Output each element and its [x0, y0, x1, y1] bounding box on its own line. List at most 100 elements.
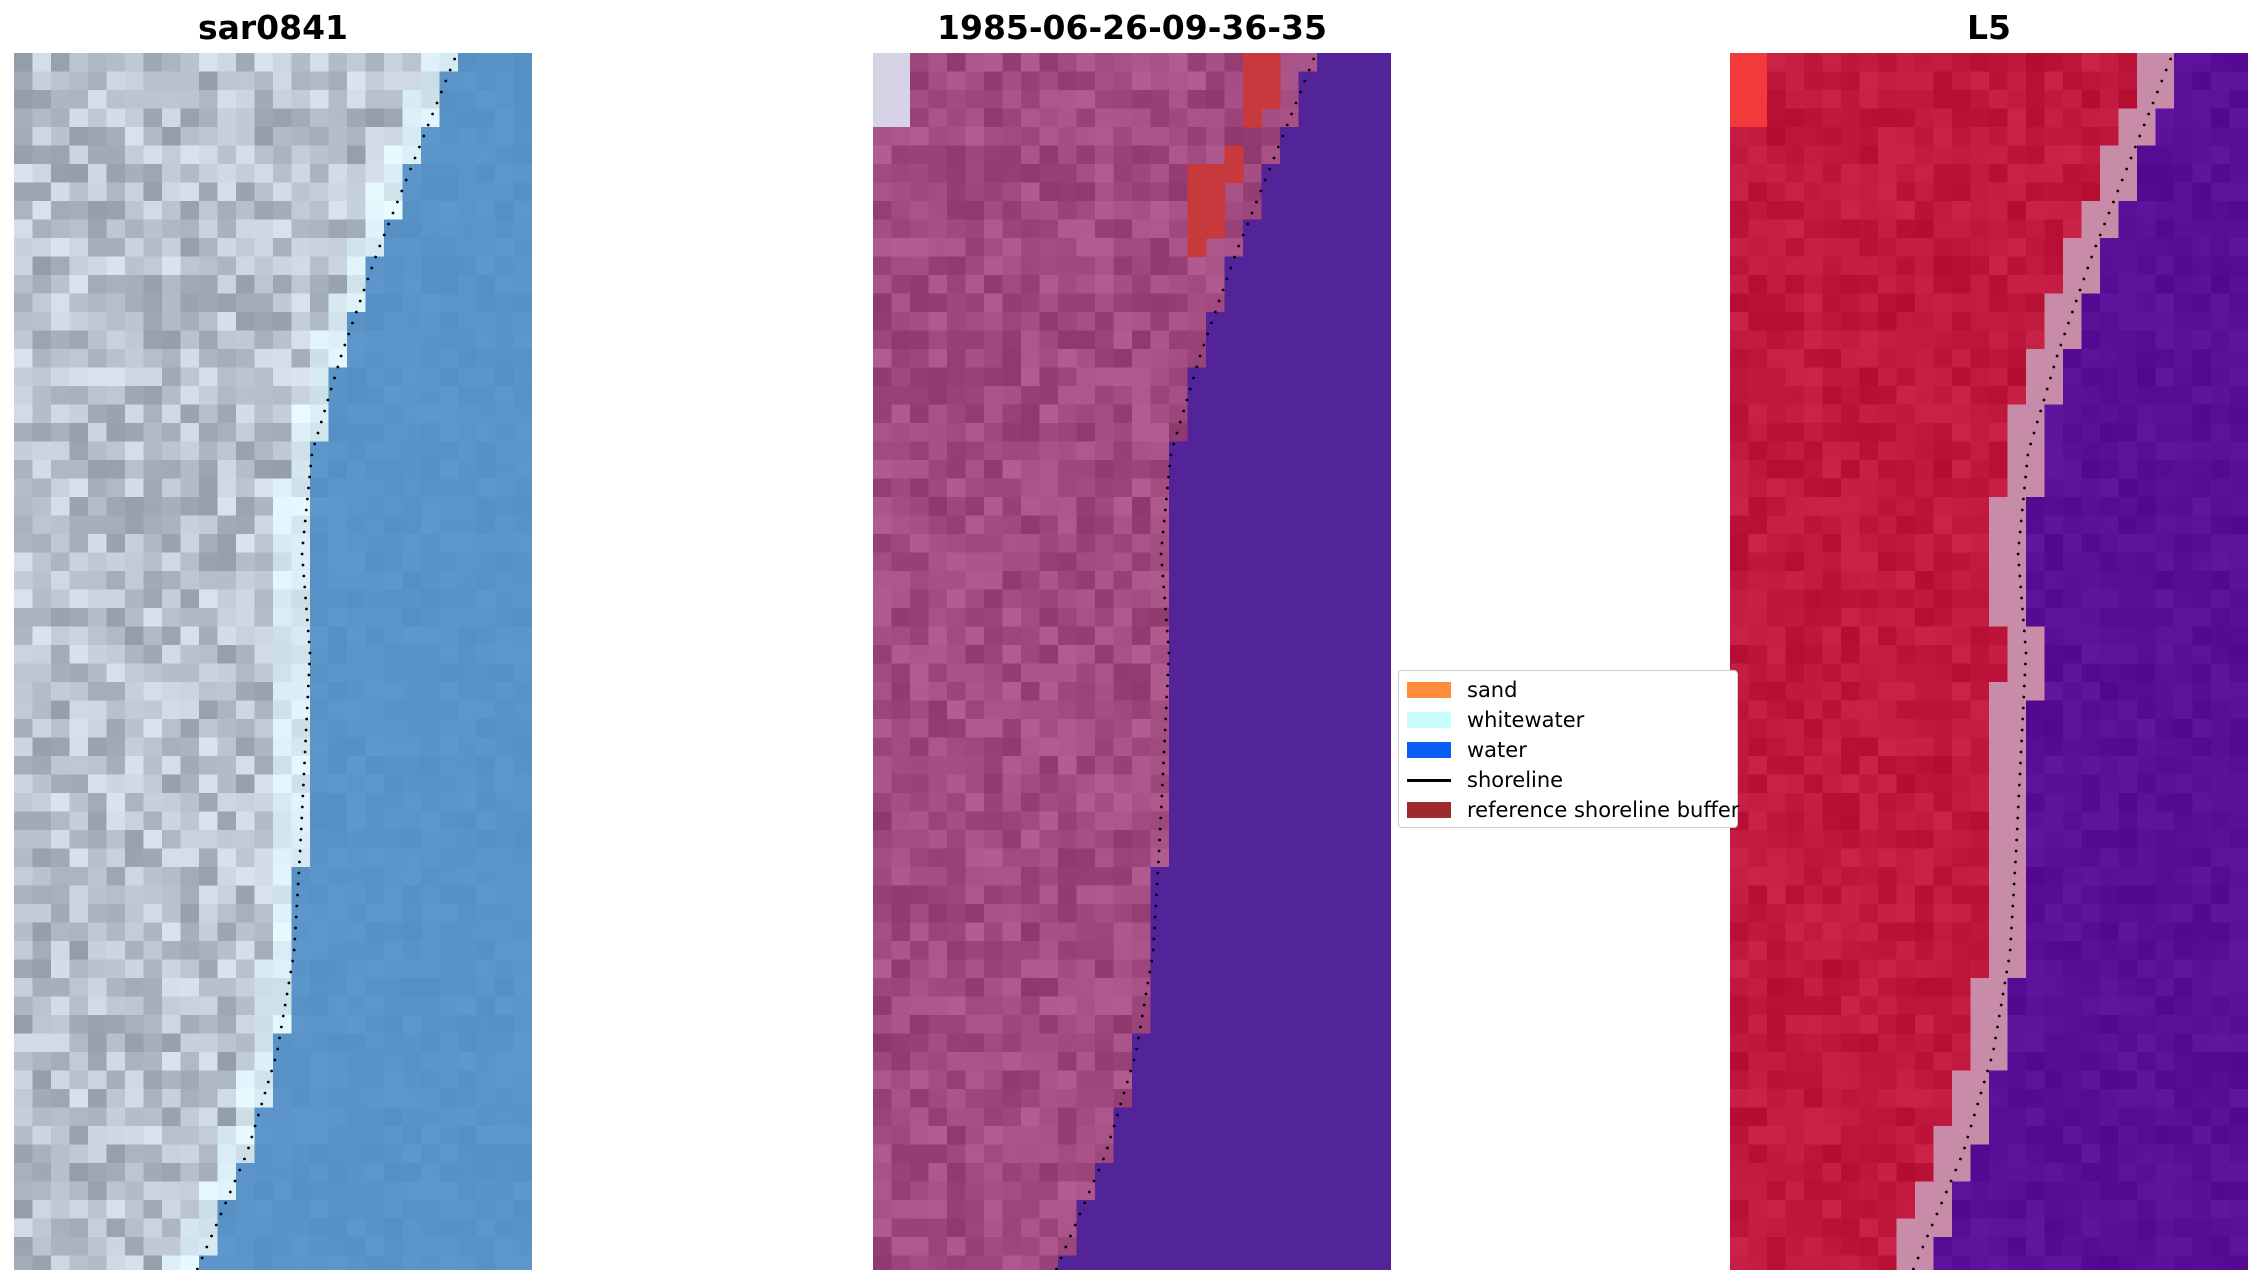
water-pixel [1150, 1089, 1170, 1109]
land-pixel [1841, 312, 1861, 332]
water-pixel [439, 904, 459, 924]
water-pixel [402, 404, 422, 424]
land-pixel [14, 811, 34, 831]
water-pixel [1280, 737, 1300, 757]
water-pixel [1335, 1126, 1355, 1146]
water-pixel [1317, 238, 1337, 258]
whitewater-pixel [236, 1107, 256, 1127]
land-pixel [1095, 719, 1115, 739]
land-pixel [1058, 571, 1078, 591]
water-pixel [495, 367, 515, 387]
water-pixel [2044, 478, 2064, 498]
water-pixel [1298, 404, 1318, 424]
land-pixel [88, 330, 108, 350]
water-pixel [1261, 867, 1281, 887]
land-pixel [51, 404, 71, 424]
land-pixel [1058, 941, 1078, 961]
land-pixel [14, 534, 34, 554]
water-pixel [365, 367, 385, 387]
land-pixel [2044, 127, 2064, 147]
whitewater-pixel [273, 941, 293, 961]
land-pixel [1730, 589, 1750, 609]
land-pixel [2063, 201, 2083, 221]
water-pixel [495, 1200, 515, 1220]
land-pixel [180, 515, 200, 535]
land-pixel [1748, 330, 1768, 350]
water-pixel [2229, 275, 2248, 295]
land-pixel [328, 90, 348, 110]
land-pixel [984, 867, 1004, 887]
land-pixel [180, 848, 200, 868]
land-pixel [873, 922, 893, 942]
water-pixel [476, 608, 496, 628]
land-pixel [1058, 1218, 1078, 1238]
land-pixel [965, 164, 985, 184]
land-pixel [32, 663, 52, 683]
land-pixel [1970, 349, 1990, 369]
water-pixel [2118, 534, 2138, 554]
land-pixel [1021, 256, 1041, 276]
shoreline-point [1182, 409, 1185, 413]
land-pixel [106, 164, 126, 184]
water-pixel [254, 1200, 274, 1220]
land-pixel [402, 53, 422, 73]
land-pixel [217, 127, 237, 147]
land-pixel [1095, 256, 1115, 276]
water-pixel [310, 626, 330, 646]
land-pixel [162, 848, 182, 868]
land-pixel [1021, 867, 1041, 887]
land-pixel [891, 441, 911, 461]
land-pixel [1989, 127, 2009, 147]
land-pixel [1002, 478, 1022, 498]
land-pixel [984, 256, 1004, 276]
water-pixel [458, 922, 478, 942]
land-pixel [310, 201, 330, 221]
land-pixel [32, 71, 52, 91]
land-pixel [162, 830, 182, 850]
water-pixel [1150, 1126, 1170, 1146]
land-pixel [984, 441, 1004, 461]
land-pixel [180, 182, 200, 202]
whitewater-pixel [273, 571, 293, 591]
land-pixel [891, 1144, 911, 1164]
land-pixel [32, 1033, 52, 1053]
land-pixel [1021, 201, 1041, 221]
water-pixel [1150, 1237, 1170, 1257]
land-pixel [1150, 386, 1170, 406]
water-pixel [2063, 423, 2083, 443]
whitewater-pixel [421, 90, 441, 110]
land-pixel [14, 127, 34, 147]
water-pixel [476, 904, 496, 924]
water-pixel [2229, 608, 2248, 628]
land-pixel [143, 626, 163, 646]
water-pixel [2155, 589, 2175, 609]
land-pixel [1785, 349, 1805, 369]
water-pixel [1335, 1144, 1355, 1164]
land-pixel [125, 53, 145, 73]
land-pixel [1767, 367, 1787, 387]
land-pixel [910, 1181, 930, 1201]
land-pixel [965, 922, 985, 942]
whitewater-pixel [199, 1218, 219, 1238]
water-pixel [310, 1107, 330, 1127]
land-pixel [180, 793, 200, 813]
water-pixel [2192, 201, 2212, 221]
water-pixel [1169, 460, 1189, 480]
land-pixel [1915, 478, 1935, 498]
transition-pixel [2100, 145, 2120, 165]
land-pixel [1952, 663, 1972, 683]
water-pixel [1354, 71, 1374, 91]
water-pixel [347, 867, 367, 887]
transition-pixel [2044, 312, 2064, 332]
land-pixel [106, 1070, 126, 1090]
water-pixel [2174, 201, 2194, 221]
land-pixel [873, 127, 893, 147]
land-pixel [1730, 423, 1750, 443]
land-pixel [1859, 404, 1879, 424]
water-pixel [513, 515, 532, 535]
water-pixel [384, 330, 404, 350]
water-pixel [2211, 460, 2231, 480]
water-pixel [2118, 238, 2138, 258]
shoreline-point [263, 1091, 267, 1095]
water-pixel [1261, 275, 1281, 295]
